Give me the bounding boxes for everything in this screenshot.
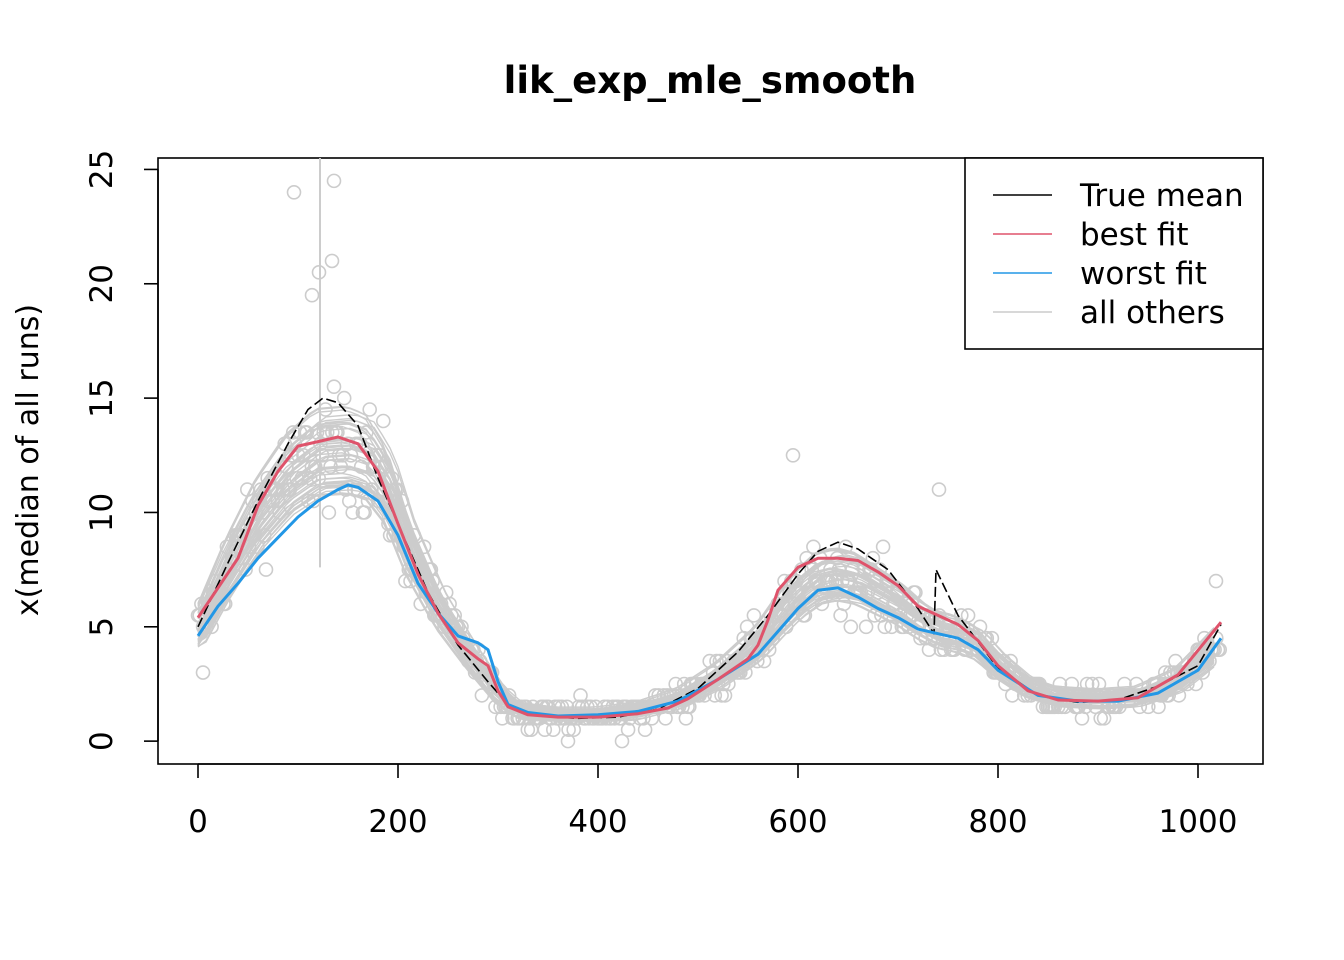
observation-point: [362, 402, 378, 417]
x-tick-label: 200: [368, 804, 427, 840]
chart-title: lik_exp_mle_smooth: [504, 59, 917, 102]
y-tick-label: 25: [84, 150, 120, 189]
observation-point: [806, 539, 821, 555]
other-run-line: [197, 406, 1215, 710]
x-tick-label: 1000: [1159, 804, 1238, 840]
best-fit-line: [196, 435, 1223, 719]
observation-point: [843, 619, 859, 635]
x-tick-label: 0: [188, 804, 208, 840]
observation-point: [620, 722, 636, 738]
observation-point-outlier: [326, 173, 342, 189]
worst-fit-line: [196, 483, 1223, 718]
legend-label-worst-fit: worst fit: [1080, 256, 1207, 292]
observation-point: [258, 562, 274, 577]
observation-point-outlier: [304, 287, 320, 303]
other-run-line: [197, 436, 1215, 712]
observation-point-outlier: [785, 447, 801, 463]
y-axis-label: x(median of all runs): [11, 304, 46, 616]
plot-area: [190, 158, 1227, 749]
observation-point-outlier: [614, 733, 630, 749]
observation-point: [746, 608, 762, 623]
observation-point-outlier: [195, 665, 211, 680]
y-tick-label: 20: [84, 264, 120, 303]
x-tick-label: 800: [968, 804, 1027, 840]
y-tick-label: 0: [84, 731, 120, 751]
legend-label-best-fit: best fit: [1080, 217, 1189, 253]
y-tick-label: 15: [84, 378, 120, 417]
y-tick-label: 5: [84, 617, 120, 637]
observation-point: [375, 413, 391, 429]
observation-point-outlier: [286, 185, 302, 200]
legend: True mean best fit worst fit all others: [964, 157, 1264, 350]
observation-point: [836, 596, 852, 612]
y-axis: 0 5 10 15 20 25: [84, 150, 159, 751]
x-tick-label: 400: [568, 804, 627, 840]
true-mean-line: [197, 397, 1222, 720]
observation-point: [875, 539, 891, 555]
observation-point: [1093, 710, 1108, 726]
observation-point-outlier: [324, 253, 340, 269]
observation-point: [637, 722, 653, 738]
legend-box: [964, 157, 1264, 350]
legend-label-all-others: all others: [1080, 295, 1225, 331]
x-tick-label: 600: [768, 804, 827, 840]
other-run-line: [197, 421, 1215, 713]
observation-point: [573, 688, 588, 703]
x-axis: 0 200 400 600 800 1000: [188, 763, 1238, 840]
y-tick-label: 10: [84, 493, 120, 532]
observation-point: [345, 505, 361, 520]
other-run-line: [197, 483, 1215, 716]
observation-point-outlier: [931, 482, 947, 497]
fit-lines: [196, 397, 1223, 720]
legend-label-true-mean: True mean: [1079, 178, 1244, 214]
observation-point: [321, 505, 337, 520]
observation-point: [858, 619, 874, 635]
other-run-line: [197, 493, 1215, 721]
observation-point: [336, 390, 352, 406]
observation-point: [326, 379, 342, 395]
observation-point-outlier: [1208, 573, 1224, 589]
other-run-line: [197, 405, 1215, 708]
observation-point: [520, 722, 536, 738]
observation-point-outlier: [560, 733, 576, 749]
other-run-line: [197, 492, 1215, 722]
other-run-line: [197, 409, 1215, 708]
